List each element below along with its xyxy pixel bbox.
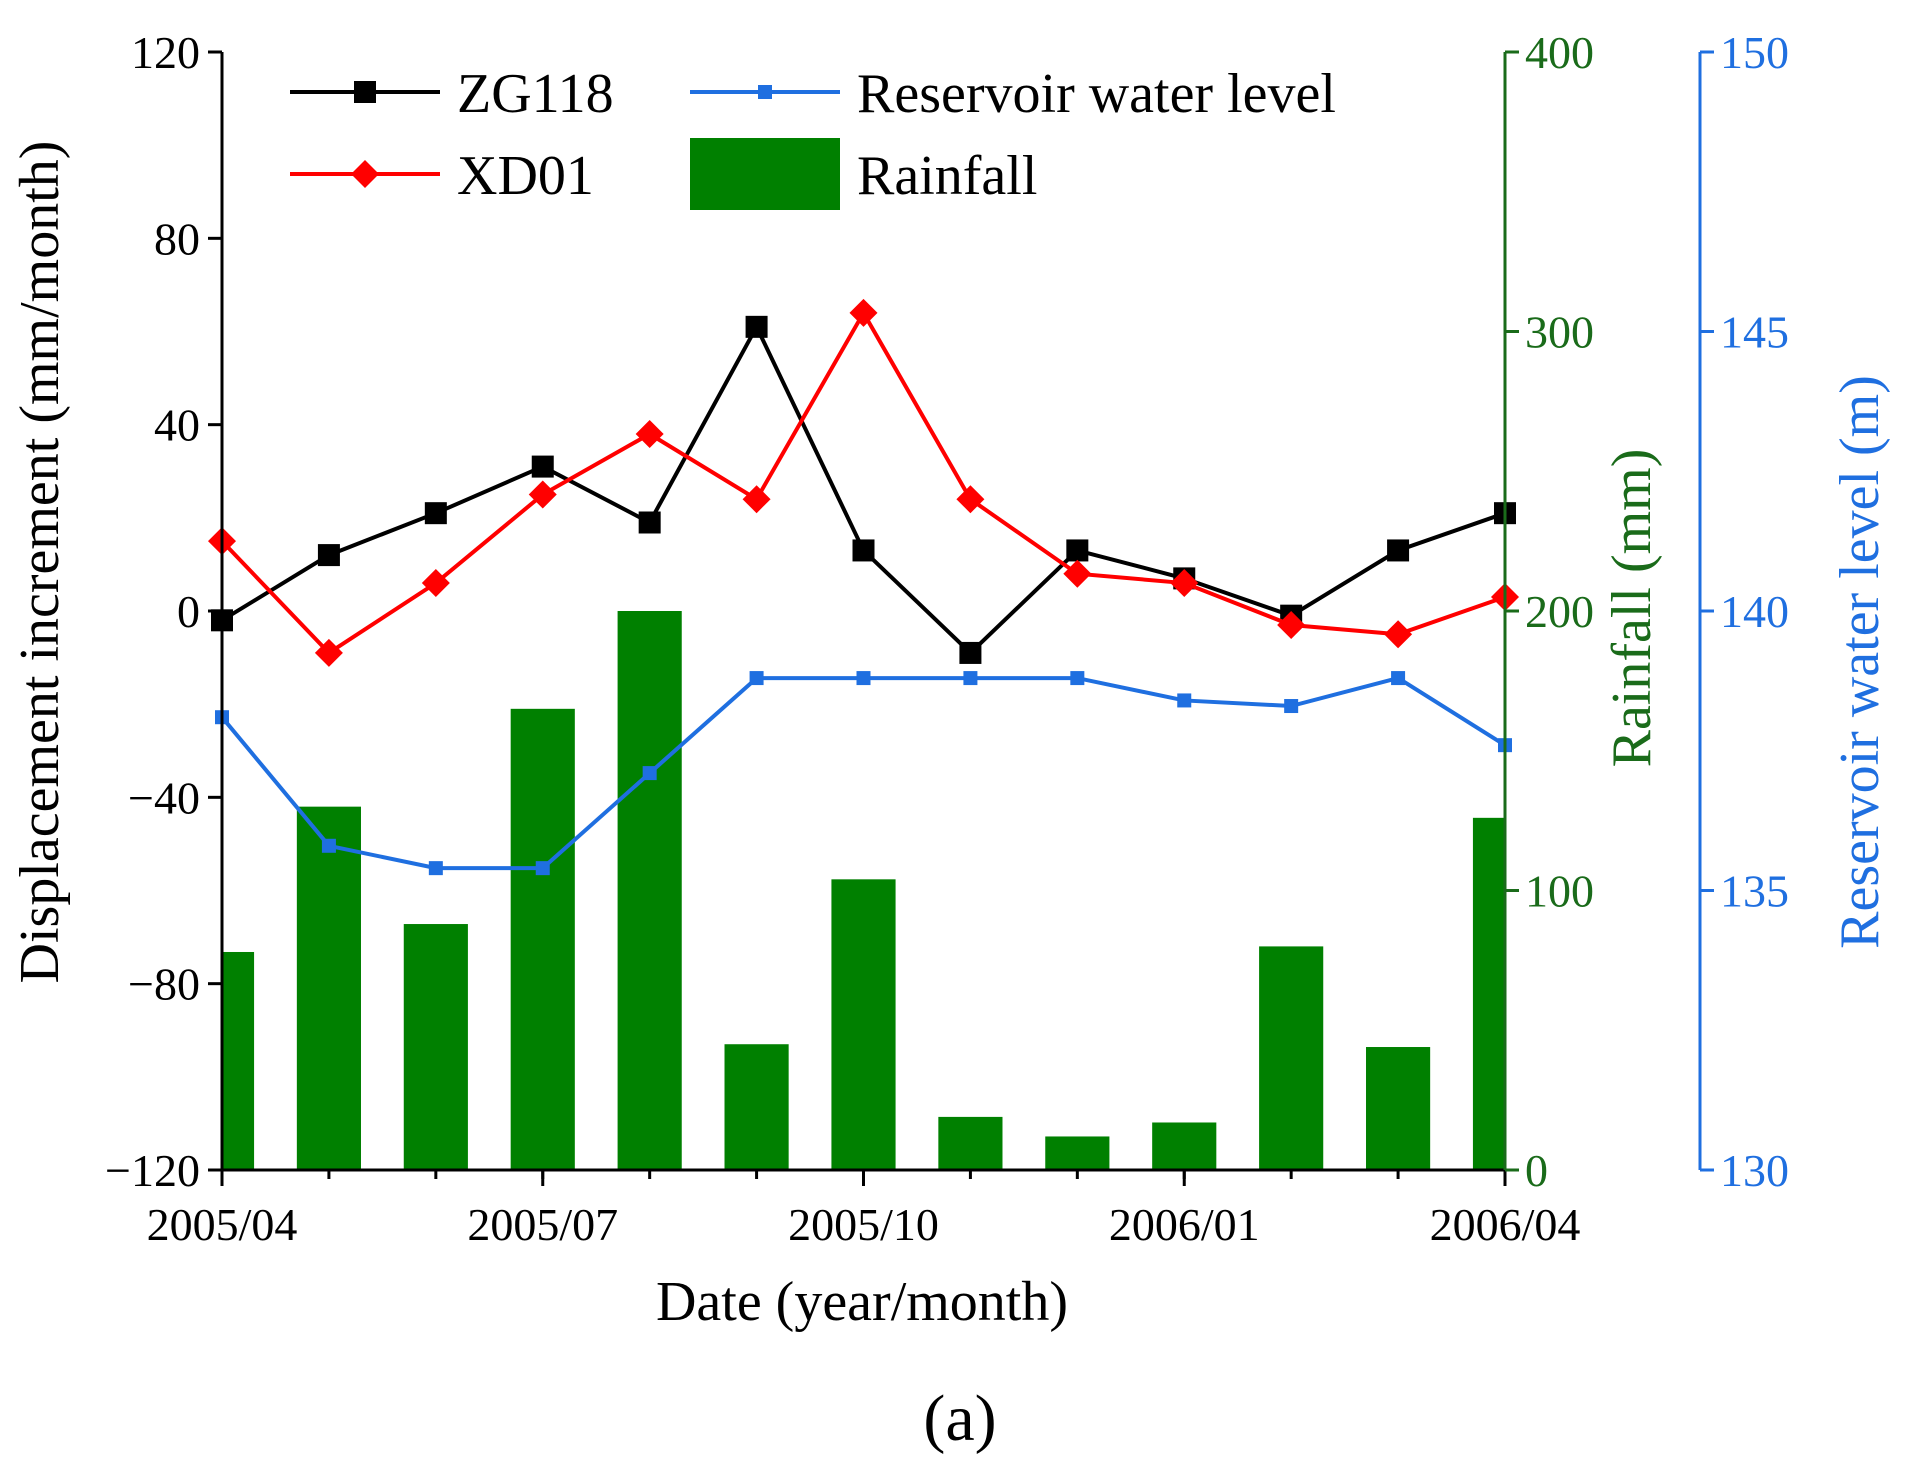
zg118-point [531, 455, 554, 478]
series-lines [208, 298, 1519, 876]
reservoir-water-level-point [856, 671, 871, 686]
subfigure-label: (a) [923, 1382, 996, 1455]
left-axis-tick-label: −120 [105, 1145, 200, 1196]
rainfall-bar [1472, 817, 1505, 1170]
xd01-point [528, 480, 557, 509]
reservoir-water-level-point [1177, 693, 1192, 708]
legend-rainfall-swatch [690, 138, 840, 210]
reservoir-water-level-line [220, 675, 1507, 871]
rainfall-bar [938, 1116, 1003, 1170]
zg118-point [852, 539, 875, 562]
x-axis-tick-label: 2005/07 [467, 1199, 618, 1250]
water-level-axis-tick-label: 150 [1720, 27, 1789, 78]
zg118-point [424, 502, 447, 525]
reservoir-water-level-point [428, 861, 443, 876]
xd01-point [849, 298, 878, 327]
xd01-point [956, 485, 985, 514]
xd01-point [1063, 559, 1092, 588]
zg118-point [959, 641, 982, 664]
water-level-axis-tick-label: 145 [1720, 307, 1789, 358]
water-level-axis-label: Reservoir water level (m) [1829, 375, 1891, 949]
rainfall-bar [296, 806, 361, 1170]
rainfall-bar [724, 1044, 789, 1170]
x-axis-tick-label: 2006/01 [1109, 1199, 1260, 1250]
legend-xd01-label: XD01 [457, 145, 594, 207]
xd01-point [1277, 610, 1306, 639]
x-axis-label: Date (year/month) [656, 1271, 1068, 1333]
left-axis-tick-label: −80 [128, 959, 200, 1010]
zg118-line [220, 322, 1506, 656]
left-axis-label: Displacement increment (mm/month) [9, 141, 71, 984]
left-axis-tick-label: 120 [131, 27, 200, 78]
reservoir-water-level-point [535, 861, 550, 876]
rainfall-axis-tick-label: 0 [1525, 1145, 1548, 1196]
rainfall-bar [617, 611, 682, 1170]
water-level-axis-tick-label: 130 [1720, 1145, 1789, 1196]
rainfall-axis-label: Rainfall (mm) [1601, 449, 1663, 768]
reservoir-water-level-point [1070, 671, 1085, 686]
left-axis-tick-label: 40 [154, 400, 200, 451]
rainfall-axis-tick-label: 100 [1525, 866, 1594, 917]
legend-reservoir-water-level-marker [758, 85, 772, 99]
reservoir-water-level-point [1284, 699, 1299, 714]
rainfall-bar [831, 879, 896, 1170]
legend-xd01-marker [351, 160, 379, 188]
x-axis-tick-label: 2005/04 [147, 1199, 298, 1250]
rainfall-axis-tick-label: 400 [1525, 27, 1594, 78]
rainfall-bars [222, 611, 1505, 1170]
legend-reservoir-water-level-label: Reservoir water level [857, 63, 1336, 125]
rainfall-bar [222, 951, 255, 1170]
zg118-point [638, 511, 661, 534]
zg118-point [745, 315, 768, 338]
legend-zg118-marker [354, 81, 376, 103]
xd01-point [1170, 569, 1199, 598]
zg118-point [1387, 539, 1410, 562]
xd01-point [314, 638, 343, 667]
left-axis-tick-label: 0 [177, 586, 200, 637]
x-axis-tick-label: 2005/10 [788, 1199, 939, 1250]
xd01-point [1384, 620, 1413, 649]
legend: ZG118 Reservoir water level XD01 Rainfall [290, 63, 1336, 210]
reservoir-water-level-point [1391, 671, 1406, 686]
xd01-point [635, 419, 664, 448]
x-axis-tick-label: 2006/04 [1430, 1199, 1581, 1250]
rainfall-bar [1259, 946, 1324, 1170]
xd01-point [421, 569, 450, 598]
reservoir-water-level-point [642, 766, 657, 781]
reservoir-water-level-point [963, 671, 978, 686]
water-level-axis-tick-label: 135 [1720, 866, 1789, 917]
rainfall-bar [510, 708, 575, 1170]
axis-labels: Date (year/month) Displacement increment… [9, 141, 1891, 1455]
left-axis-tick-label: −40 [128, 772, 200, 823]
rainfall-bar [1045, 1136, 1110, 1170]
zg118-point [317, 544, 340, 567]
rainfall-axis-tick-label: 300 [1525, 307, 1594, 358]
reservoir-water-level-point [749, 671, 764, 686]
zg118-point [1066, 539, 1089, 562]
xd01-point [742, 485, 771, 514]
water-level-axis-tick-label: 140 [1720, 586, 1789, 637]
legend-zg118-label: ZG118 [457, 63, 614, 125]
rainfall-bar [1152, 1122, 1217, 1170]
legend-rainfall-label: Rainfall [857, 145, 1037, 207]
rainfall-bar [403, 924, 468, 1170]
rainfall-bar [1366, 1047, 1431, 1170]
left-axis-tick-label: 80 [154, 213, 200, 264]
reservoir-water-level-point [321, 838, 336, 853]
rainfall-axis-tick-label: 200 [1525, 586, 1594, 637]
